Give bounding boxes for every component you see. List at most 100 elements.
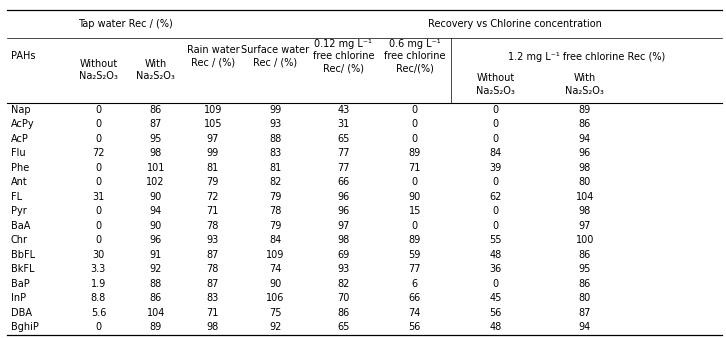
Text: 0: 0: [492, 105, 498, 115]
Text: 45: 45: [489, 293, 502, 304]
Text: 1.9: 1.9: [91, 279, 106, 289]
Text: 66: 66: [409, 293, 421, 304]
Text: 98: 98: [579, 207, 591, 216]
Text: AcPy: AcPy: [11, 119, 35, 129]
Text: 92: 92: [150, 264, 162, 274]
Text: BghiP: BghiP: [11, 322, 38, 332]
Text: 81: 81: [207, 163, 219, 173]
Text: 31: 31: [338, 119, 349, 129]
Text: 0: 0: [95, 322, 102, 332]
Text: FL: FL: [11, 192, 22, 202]
Text: Chr: Chr: [11, 235, 28, 245]
Text: 69: 69: [338, 250, 349, 260]
Text: 87: 87: [150, 119, 162, 129]
Text: 80: 80: [579, 177, 591, 187]
Text: 0: 0: [95, 163, 102, 173]
Text: 82: 82: [337, 279, 349, 289]
Text: 93: 93: [338, 264, 349, 274]
Text: 65: 65: [337, 322, 349, 332]
Text: BbFL: BbFL: [11, 250, 35, 260]
Text: 88: 88: [269, 134, 282, 144]
Text: 93: 93: [269, 119, 282, 129]
Text: 0: 0: [95, 221, 102, 231]
Text: 56: 56: [409, 322, 421, 332]
Text: 89: 89: [409, 148, 421, 159]
Text: 1.2 mg L⁻¹ free chlorine Rec (%): 1.2 mg L⁻¹ free chlorine Rec (%): [508, 52, 665, 62]
Text: Rain water
Rec / (%): Rain water Rec / (%): [187, 45, 239, 68]
Text: 96: 96: [150, 235, 162, 245]
Text: 79: 79: [269, 221, 282, 231]
Text: 86: 86: [579, 279, 591, 289]
Text: Nap: Nap: [11, 105, 30, 115]
Text: 86: 86: [150, 293, 162, 304]
Text: 30: 30: [92, 250, 105, 260]
Text: 77: 77: [409, 264, 421, 274]
Text: 90: 90: [150, 221, 162, 231]
Text: 96: 96: [579, 148, 591, 159]
Text: 93: 93: [207, 235, 219, 245]
Text: 0: 0: [412, 119, 418, 129]
Text: 0: 0: [492, 279, 498, 289]
Text: 88: 88: [150, 279, 162, 289]
Text: 78: 78: [269, 207, 282, 216]
Text: Without
Na₂S₂O₃: Without Na₂S₂O₃: [79, 59, 118, 81]
Text: 48: 48: [489, 322, 502, 332]
Text: 5.6: 5.6: [91, 308, 106, 318]
Text: 80: 80: [579, 293, 591, 304]
Text: BaA: BaA: [11, 221, 30, 231]
Text: 0: 0: [492, 207, 498, 216]
Text: 79: 79: [207, 177, 219, 187]
Text: Without
Na₂S₂O₃: Without Na₂S₂O₃: [476, 73, 515, 96]
Text: 0: 0: [492, 177, 498, 187]
Text: 94: 94: [150, 207, 162, 216]
Text: 0: 0: [95, 177, 102, 187]
Text: 78: 78: [207, 221, 219, 231]
Text: 43: 43: [338, 105, 349, 115]
Text: 0: 0: [492, 221, 498, 231]
Text: 39: 39: [489, 163, 502, 173]
Text: 36: 36: [489, 264, 502, 274]
Text: 86: 86: [579, 250, 591, 260]
Text: 77: 77: [337, 163, 350, 173]
Text: With
Na₂S₂O₃: With Na₂S₂O₃: [566, 73, 604, 96]
Text: 86: 86: [579, 119, 591, 129]
Text: DBA: DBA: [11, 308, 32, 318]
Text: 77: 77: [337, 148, 350, 159]
Text: 31: 31: [92, 192, 105, 202]
Text: 72: 72: [207, 192, 219, 202]
Text: 0: 0: [412, 105, 418, 115]
Text: 0.12 mg L⁻¹
free chlorine
Rec/ (%): 0.12 mg L⁻¹ free chlorine Rec/ (%): [313, 39, 374, 74]
Text: InP: InP: [11, 293, 26, 304]
Text: 0: 0: [492, 134, 498, 144]
Text: 86: 86: [150, 105, 162, 115]
Text: 87: 87: [207, 279, 219, 289]
Text: 74: 74: [269, 264, 282, 274]
Text: 98: 98: [207, 322, 219, 332]
Text: PAHs: PAHs: [11, 51, 36, 62]
Text: 0: 0: [492, 119, 498, 129]
Text: 0: 0: [95, 134, 102, 144]
Text: 99: 99: [207, 148, 219, 159]
Text: 71: 71: [409, 163, 421, 173]
Text: 106: 106: [266, 293, 285, 304]
Text: Flu: Flu: [11, 148, 25, 159]
Text: 0.6 mg L⁻¹
free chlorine
Rec/(%): 0.6 mg L⁻¹ free chlorine Rec/(%): [384, 39, 446, 74]
Text: 97: 97: [579, 221, 591, 231]
Text: 0: 0: [95, 105, 102, 115]
Text: 98: 98: [338, 235, 349, 245]
Text: 96: 96: [338, 207, 349, 216]
Text: 109: 109: [204, 105, 222, 115]
Text: 15: 15: [409, 207, 421, 216]
Text: 90: 90: [409, 192, 421, 202]
Text: 84: 84: [489, 148, 502, 159]
Text: Recovery vs Chlorine concentration: Recovery vs Chlorine concentration: [428, 19, 602, 29]
Text: 0: 0: [95, 119, 102, 129]
Text: 0: 0: [95, 235, 102, 245]
Text: 96: 96: [338, 192, 349, 202]
Text: 104: 104: [147, 308, 165, 318]
Text: 90: 90: [269, 279, 282, 289]
Text: 0: 0: [412, 221, 418, 231]
Text: 99: 99: [269, 105, 282, 115]
Text: 89: 89: [409, 235, 421, 245]
Text: Tap water Rec / (%): Tap water Rec / (%): [78, 19, 173, 29]
